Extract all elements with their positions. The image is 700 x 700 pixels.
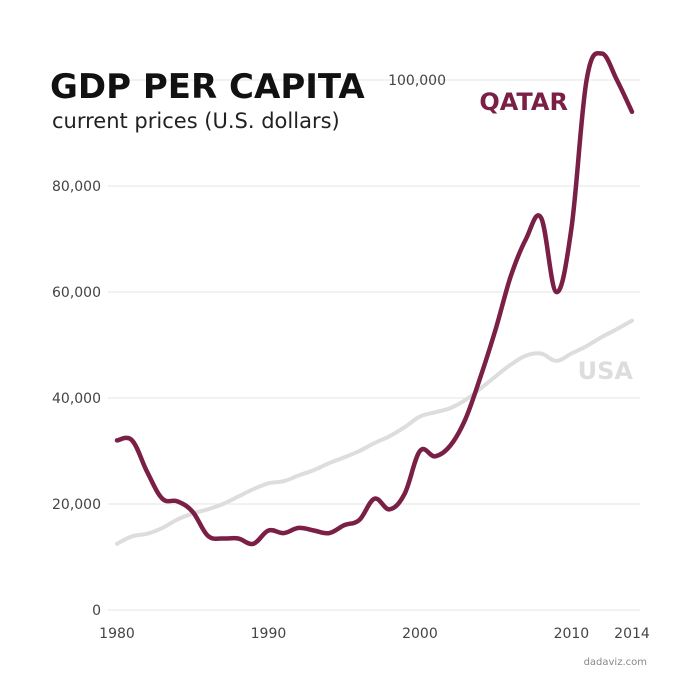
source-credit: dadaviz.com	[584, 657, 647, 668]
x-tick-label-1980: 1980	[99, 626, 135, 642]
x-axis-ticks: 1980 1990 2000 2010 2014	[99, 626, 650, 642]
chart-subtitle: current prices (U.S. dollars)	[52, 109, 340, 133]
y-tick-label-40000: 40,000	[52, 391, 101, 407]
x-tick-label-2014: 2014	[614, 626, 650, 642]
x-tick-label-2010: 2010	[554, 626, 590, 642]
y-tick-label-0: 0	[92, 603, 101, 619]
y-tick-label-60000: 60,000	[52, 285, 101, 301]
series-lines	[114, 50, 635, 547]
chart-title: GDP PER CAPITA	[50, 67, 365, 107]
y-tick-label-20000: 20,000	[52, 497, 101, 513]
x-tick-label-1990: 1990	[251, 626, 287, 642]
y-tick-label-80000: 80,000	[52, 179, 101, 195]
grid-lines	[108, 79, 640, 611]
x-tick-label-2000: 2000	[402, 626, 438, 642]
qatar-series-label: QATAR	[479, 88, 568, 116]
qatar-series-line	[114, 50, 635, 547]
usa-series-label: USA	[578, 357, 634, 385]
usa-series-line	[115, 318, 634, 546]
y-tick-label-100000: 100,000	[388, 73, 446, 89]
y-axis-ticks: 0 20,000 40,000 60,000 80,000 100,000	[52, 73, 446, 619]
